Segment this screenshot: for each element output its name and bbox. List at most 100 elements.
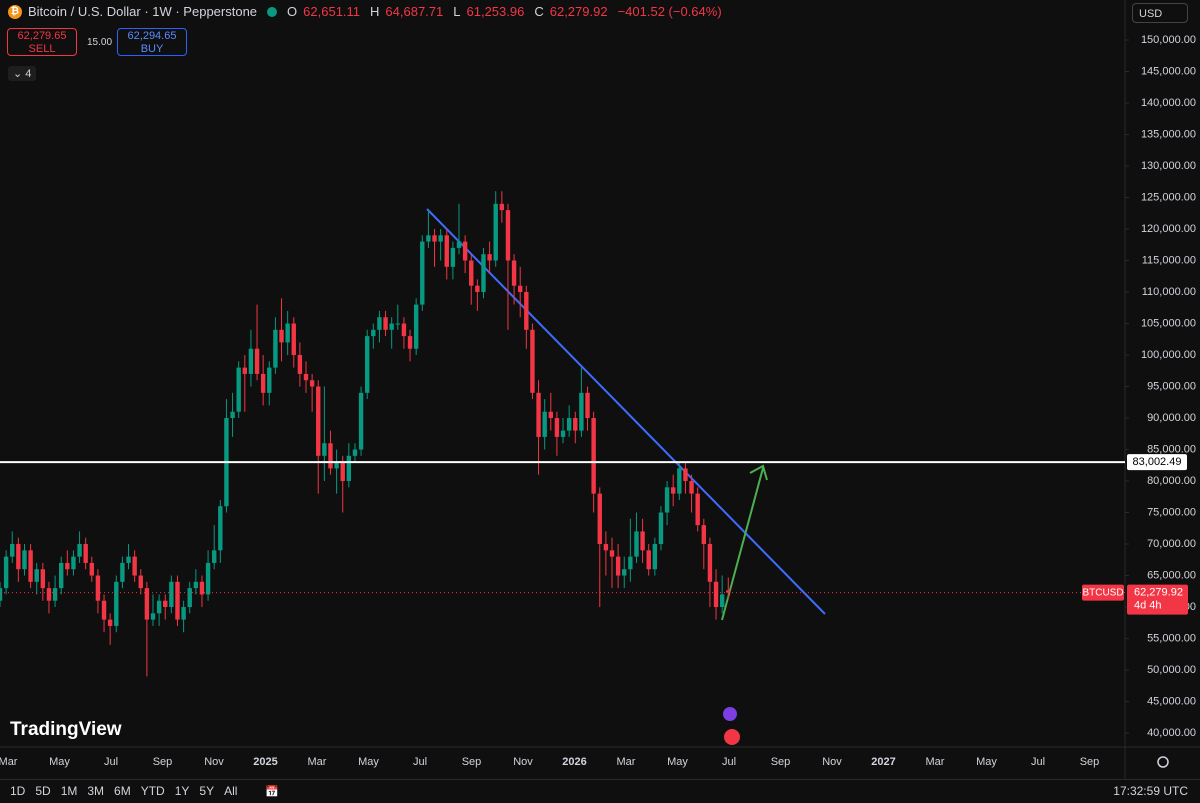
candle-body: [689, 481, 694, 494]
candle-body: [16, 544, 21, 570]
event-icon[interactable]: [724, 729, 740, 745]
candle-body: [169, 581, 174, 608]
x-tick-label: 2026: [562, 756, 586, 768]
y-tick-label: 95,000.00: [1147, 380, 1196, 392]
y-tick-label: 105,000.00: [1141, 317, 1196, 329]
candle-body: [634, 531, 639, 557]
candle-body: [609, 550, 615, 557]
candle-body: [83, 544, 88, 563]
candle-body: [493, 203, 498, 261]
trend-line: [426, 208, 826, 615]
date-range-button[interactable]: 📅: [265, 786, 280, 798]
timeframe-button[interactable]: YTD: [140, 784, 165, 798]
timeframe-button[interactable]: 6M: [114, 784, 131, 798]
x-tick-label: Mar: [0, 756, 18, 768]
ohlc-value: 62,279.92: [549, 4, 608, 19]
x-tick-label: May: [49, 756, 70, 768]
candle-body: [640, 531, 645, 551]
candle-body: [677, 468, 682, 494]
candle-body: [132, 556, 137, 576]
timeframe-button[interactable]: 1D: [10, 784, 26, 798]
timeframe-button[interactable]: 1M: [60, 784, 78, 798]
candle-body: [28, 550, 33, 582]
candle-body: [297, 355, 303, 374]
x-tick-label: 2025: [253, 756, 277, 768]
candle-body: [77, 544, 82, 557]
candle-body: [126, 556, 131, 563]
hline-label: 83,002.49: [1133, 456, 1182, 468]
candle-body: [365, 336, 370, 393]
candle-body: [89, 562, 94, 576]
symbol-tag: [1082, 584, 1124, 601]
currency-button[interactable]: USD: [1132, 3, 1188, 23]
ohlc-key: L: [453, 4, 461, 19]
candle-body: [254, 348, 260, 374]
x-tick-label: Jul: [722, 756, 736, 768]
candle-body: [181, 607, 186, 620]
candle-body: [566, 418, 572, 431]
candle-body: [175, 581, 180, 620]
candle-body: [579, 392, 584, 431]
candle-body: [518, 285, 523, 293]
status-dot: [267, 6, 278, 17]
settings-icon[interactable]: [1157, 756, 1169, 768]
arrow: [721, 467, 764, 621]
candle-body: [230, 411, 235, 419]
candle-body: [309, 380, 315, 387]
candle-body: [407, 336, 413, 349]
x-tick-label: 2027: [871, 756, 895, 768]
candle-body: [652, 544, 658, 570]
symbol-header: ₿ Bitcoin / U.S. Dollar · 1W · Peppersto…: [8, 4, 726, 19]
x-tick-label: Mar: [308, 756, 327, 768]
candle-body: [450, 247, 456, 267]
coin-icon: ₿: [8, 4, 22, 19]
candle-body: [236, 367, 241, 412]
timeframe-button[interactable]: 5D: [35, 784, 51, 798]
y-tick-label: 100,000.00: [1141, 349, 1196, 361]
sell-price: 62,279.65: [17, 30, 67, 42]
candle-body: [3, 556, 9, 589]
ohlc-key: C: [534, 4, 544, 19]
x-tick-label: Nov: [513, 756, 533, 768]
candle-body: [719, 594, 725, 608]
candle-body: [260, 373, 266, 393]
candle-body: [40, 569, 46, 589]
candle-body: [413, 304, 419, 349]
candle-body: [432, 235, 437, 242]
candle-body: [603, 544, 609, 551]
timeframe-button[interactable]: 3M: [87, 784, 105, 798]
candle-body: [573, 418, 578, 431]
candle-body: [628, 556, 633, 570]
candle-body: [505, 210, 511, 261]
sell-button[interactable]: 62,279.65 SELL: [7, 28, 77, 56]
candle-body: [713, 581, 719, 608]
candle-body: [726, 590, 731, 593]
candle-body: [548, 411, 553, 419]
candle-body: [536, 392, 541, 437]
candle-body: [120, 562, 125, 582]
arrow-head: [749, 464, 768, 481]
y-tick-label: 45,000.00: [1147, 695, 1196, 707]
candle-body: [671, 487, 676, 494]
candle-body: [71, 556, 76, 570]
candle-body: [138, 575, 143, 589]
timeframe-button[interactable]: 5Y: [199, 784, 215, 798]
bottom-toolbar: 1D 5D 1M 3M 6M YTD 1Y 5Y All 📅 17:32:59 UTC: [0, 779, 1200, 802]
candle-body: [34, 569, 39, 582]
x-tick-label: Jul: [104, 756, 118, 768]
candle-body: [248, 348, 254, 374]
indicators-toggle[interactable]: ⌄ 4: [8, 66, 37, 81]
candle-body: [542, 411, 547, 437]
timeframe-button[interactable]: 1Y: [174, 784, 190, 798]
event-icon[interactable]: [723, 707, 737, 721]
candle-body: [193, 581, 199, 589]
ohlc-value: 64,687.71: [385, 4, 444, 19]
timeframe-button[interactable]: All: [224, 784, 238, 798]
candle-body: [273, 329, 278, 368]
candle-body: [163, 600, 168, 608]
buy-button[interactable]: 62,294.65 BUY: [117, 28, 187, 56]
candle-body: [340, 462, 345, 482]
symbol[interactable]: Bitcoin / U.S. Dollar · 1W · Pepperstone: [28, 4, 258, 19]
candle-body: [0, 588, 3, 601]
y-tick-label: 150,000.00: [1141, 34, 1196, 46]
